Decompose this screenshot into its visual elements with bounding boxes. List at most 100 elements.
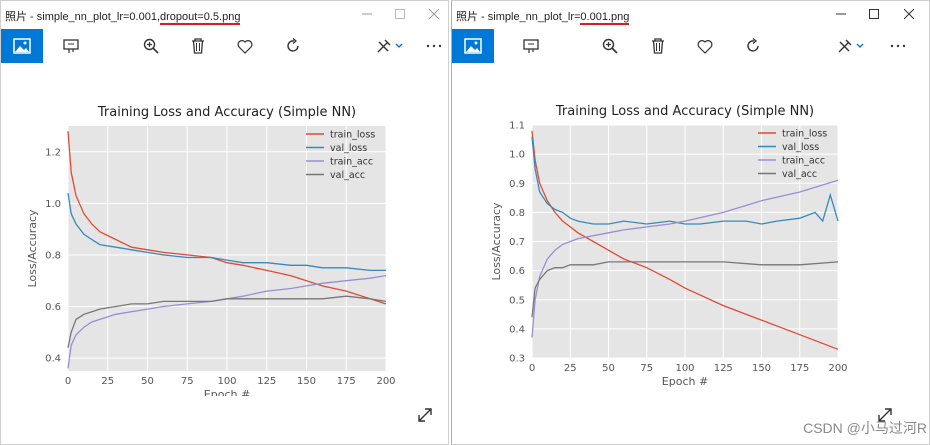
legend-label: train_acc [330,157,373,168]
window-title: 照片 - simple_nn_plot_lr=0.001.png [456,8,630,25]
edit-tools-button[interactable] [832,29,870,63]
series-line-val_loss [67,193,386,272]
slideshow-button[interactable] [56,29,86,63]
maximize-icon [869,9,879,19]
series-line-train_loss [531,130,839,350]
expand-icon [418,408,432,422]
series-line-val_acc [531,261,839,318]
y-tick-label: 0.8 [45,250,61,261]
slideshow-icon [523,39,539,53]
close-button[interactable] [894,1,924,27]
x-tick-label: 75 [640,363,653,374]
image-view-icon [464,38,482,54]
series-line-val_loss [531,136,839,225]
y-tick-label: 1.0 [509,150,525,161]
expand-icon [878,408,892,422]
y-tick-label: 0.7 [509,237,525,248]
window-title: 照片 - simple_nn_plot_lr=0.001,dropout=0.5… [5,8,241,25]
legend-label: val_loss [782,142,819,153]
edit-tools-icon [838,39,864,53]
delete-icon [652,38,664,54]
minimize-icon [836,13,846,15]
maximize-icon [395,9,405,19]
legend-label: train_loss [782,129,827,140]
y-axis-label: Loss/Accuracy [490,202,503,281]
series-line-train_acc [531,179,839,338]
image-view-icon [13,38,31,54]
image-view-button[interactable] [1,29,43,63]
legend-label: val_acc [782,169,817,180]
title-bar[interactable]: 照片 - simple_nn_plot_lr=0.001,dropout=0.5… [1,1,448,29]
toolbar [1,29,448,63]
rotate-button[interactable] [278,29,308,63]
chart-right: 0 25 50 75 100 125 150 175 200 0.3 0.4 0.5 0.6 0.7 0.8… [490,104,848,388]
legend-label: val_acc [330,170,365,181]
favorite-button[interactable] [230,29,260,63]
edit-tools-button[interactable] [371,29,409,63]
x-tick-label: 200 [376,376,395,387]
x-axis-label: Epoch # [204,388,250,396]
y-tick-label: 0.6 [45,302,61,313]
image-view-button[interactable] [452,29,494,63]
slideshow-button[interactable] [516,29,546,63]
photos-window-left: 照片 - simple_nn_plot_lr=0.001,dropout=0.5… [0,0,449,445]
minimize-button[interactable] [826,1,856,27]
close-icon [904,9,914,19]
y-tick-label: 0.6 [509,266,525,277]
x-tick-label: 200 [828,363,847,374]
x-tick-label: 150 [752,363,771,374]
zoom-in-button[interactable] [136,29,166,63]
window-title-underlined: dropout=0.5.png [160,11,241,25]
close-button[interactable] [419,1,448,27]
title-bar[interactable]: 照片 - simple_nn_plot_lr=0.001.png [452,1,929,29]
minimize-button[interactable] [352,1,382,27]
x-tick-label: 175 [337,376,356,387]
rotate-icon [747,38,759,52]
rotate-button[interactable] [738,29,768,63]
x-tick-label: 25 [564,363,577,374]
series-line-train_acc [67,274,387,369]
fullscreen-button[interactable] [876,406,894,424]
x-tick-label: 25 [101,376,114,387]
rotate-icon [287,38,299,52]
chart-left: 0 25 50 75 100 125 150 175 200 0.4 0.6 0.8 1.0 1.2 Tra… [26,105,396,396]
window-title-text: 照片 - simple_nn_plot_lr= [456,11,581,23]
x-tick-label: 0 [529,363,535,374]
edit-tools-icon [377,39,403,53]
delete-button[interactable] [183,29,213,63]
y-tick-label: 0.9 [509,179,525,190]
chart-title: Training Loss and Accuracy (Simple NN) [97,105,356,120]
y-tick-label: 0.8 [509,208,525,219]
x-tick-label: 125 [257,376,276,387]
legend-label: train_acc [782,156,825,167]
more-button[interactable] [419,29,448,63]
fullscreen-button[interactable] [416,406,434,424]
more-icon [890,44,906,48]
y-tick-label: 0.3 [509,354,525,365]
y-tick-label: 1.1 [509,121,525,132]
delete-button[interactable] [643,29,673,63]
series-line-val_acc [67,295,387,348]
zoom-in-icon [602,38,618,54]
maximize-button[interactable] [859,1,889,27]
photos-window-right: 照片 - simple_nn_plot_lr=0.001.png [451,0,930,445]
y-tick-label: 0.5 [509,295,525,306]
x-axis-label: Epoch # [662,375,708,388]
x-tick-label: 50 [602,363,615,374]
x-tick-label: 75 [181,376,194,387]
x-tick-label: 175 [790,363,809,374]
slideshow-icon [63,39,79,53]
y-tick-label: 1.2 [45,147,61,158]
favorite-icon [237,39,253,54]
legend-label: val_loss [330,143,367,154]
y-tick-label: 0.4 [45,354,61,365]
minimize-icon [362,13,372,15]
favorite-button[interactable] [690,29,720,63]
zoom-in-button[interactable] [595,29,625,63]
delete-icon [192,38,204,54]
maximize-button[interactable] [385,1,415,27]
x-tick-label: 150 [297,376,316,387]
more-button[interactable] [883,29,913,63]
y-axis-label: Loss/Accuracy [26,209,39,288]
toolbar [452,29,929,63]
